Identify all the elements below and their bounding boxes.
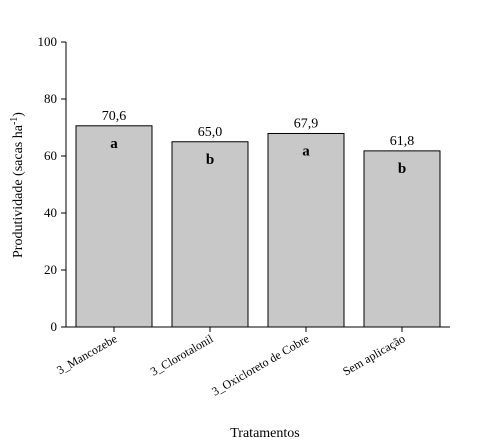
- x-axis-label: Tratamentos: [230, 426, 299, 441]
- x-tick-label: 3_Oxicloreto de Cobre: [209, 331, 311, 398]
- y-tick-label: 20: [44, 262, 57, 277]
- bar: [75, 125, 153, 328]
- value-label: 67,9: [294, 116, 319, 131]
- significance-letter: a: [302, 143, 310, 159]
- value-label: 65,0: [198, 125, 223, 140]
- y-tick-label: 80: [44, 91, 57, 106]
- y-tick-label: 60: [44, 148, 57, 163]
- y-axis-label: Produtividade (sacas ha-1): [9, 112, 27, 258]
- bar: [363, 150, 441, 328]
- x-tick-label: 3_Mancozebe: [54, 331, 119, 377]
- x-tick-label: Sem aplicação: [340, 331, 407, 378]
- y-tick-label: 0: [51, 319, 58, 334]
- bar: [171, 141, 249, 328]
- significance-letter: b: [398, 161, 406, 177]
- value-label: 70,6: [102, 109, 127, 124]
- bars: [75, 125, 441, 328]
- y-tick-label: 40: [44, 205, 57, 220]
- significance-letter: a: [110, 136, 118, 152]
- value-label: 61,8: [390, 134, 415, 149]
- y-tick-label: 100: [38, 34, 58, 49]
- bar: [267, 132, 345, 328]
- x-tick-label: 3_Clorotalonil: [148, 331, 216, 378]
- significance-letter: b: [206, 152, 214, 168]
